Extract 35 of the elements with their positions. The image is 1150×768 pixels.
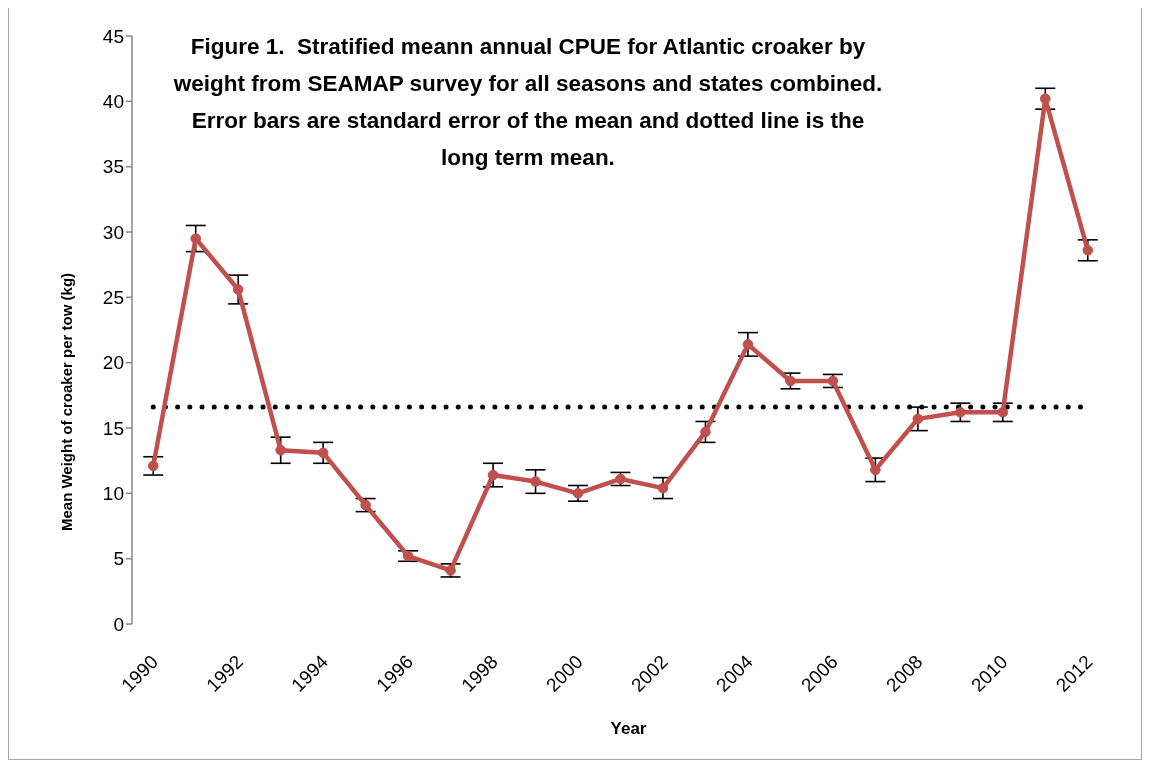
point: [827, 375, 839, 387]
point: [1082, 244, 1094, 256]
point: [955, 407, 966, 418]
point: [785, 375, 796, 387]
y-tick-label: 25: [102, 287, 124, 309]
y-tick-label: 40: [102, 91, 124, 113]
y-tick-label: 10: [102, 483, 124, 505]
point: [530, 476, 541, 487]
y-tick-label: 5: [113, 548, 124, 570]
point: [147, 460, 159, 472]
y-axis-title: Mean Weight of croaker per tow (kg): [58, 272, 75, 532]
y-tick-label: 0: [113, 613, 124, 635]
point: [402, 550, 414, 562]
text: Figure 1. Stratified meann annual CPUE for Atlantic croaker by weight from SEAMAP survey for all seasons and states combined. Error bars are standard error of the mean and dotted line is the long term mean.: [172, 33, 884, 172]
point: [275, 444, 286, 456]
x-axis-title: Year: [610, 719, 647, 738]
point: [232, 284, 244, 295]
point: [997, 407, 1009, 418]
point: [912, 413, 924, 425]
y-tick-label: 20: [102, 352, 124, 374]
point: [700, 426, 711, 438]
point: [445, 565, 456, 576]
y-tick-label: 45: [102, 25, 124, 47]
point: [870, 464, 881, 476]
y-tick-label: 35: [102, 156, 124, 178]
y-tick-label: 30: [102, 221, 124, 243]
point: [360, 499, 371, 511]
point: [487, 469, 499, 481]
point: [657, 482, 669, 494]
point: [742, 339, 754, 350]
point: [615, 473, 626, 485]
y-tick-label: 15: [102, 417, 124, 439]
point: [190, 233, 202, 244]
point: [572, 488, 584, 499]
point: [317, 447, 329, 459]
